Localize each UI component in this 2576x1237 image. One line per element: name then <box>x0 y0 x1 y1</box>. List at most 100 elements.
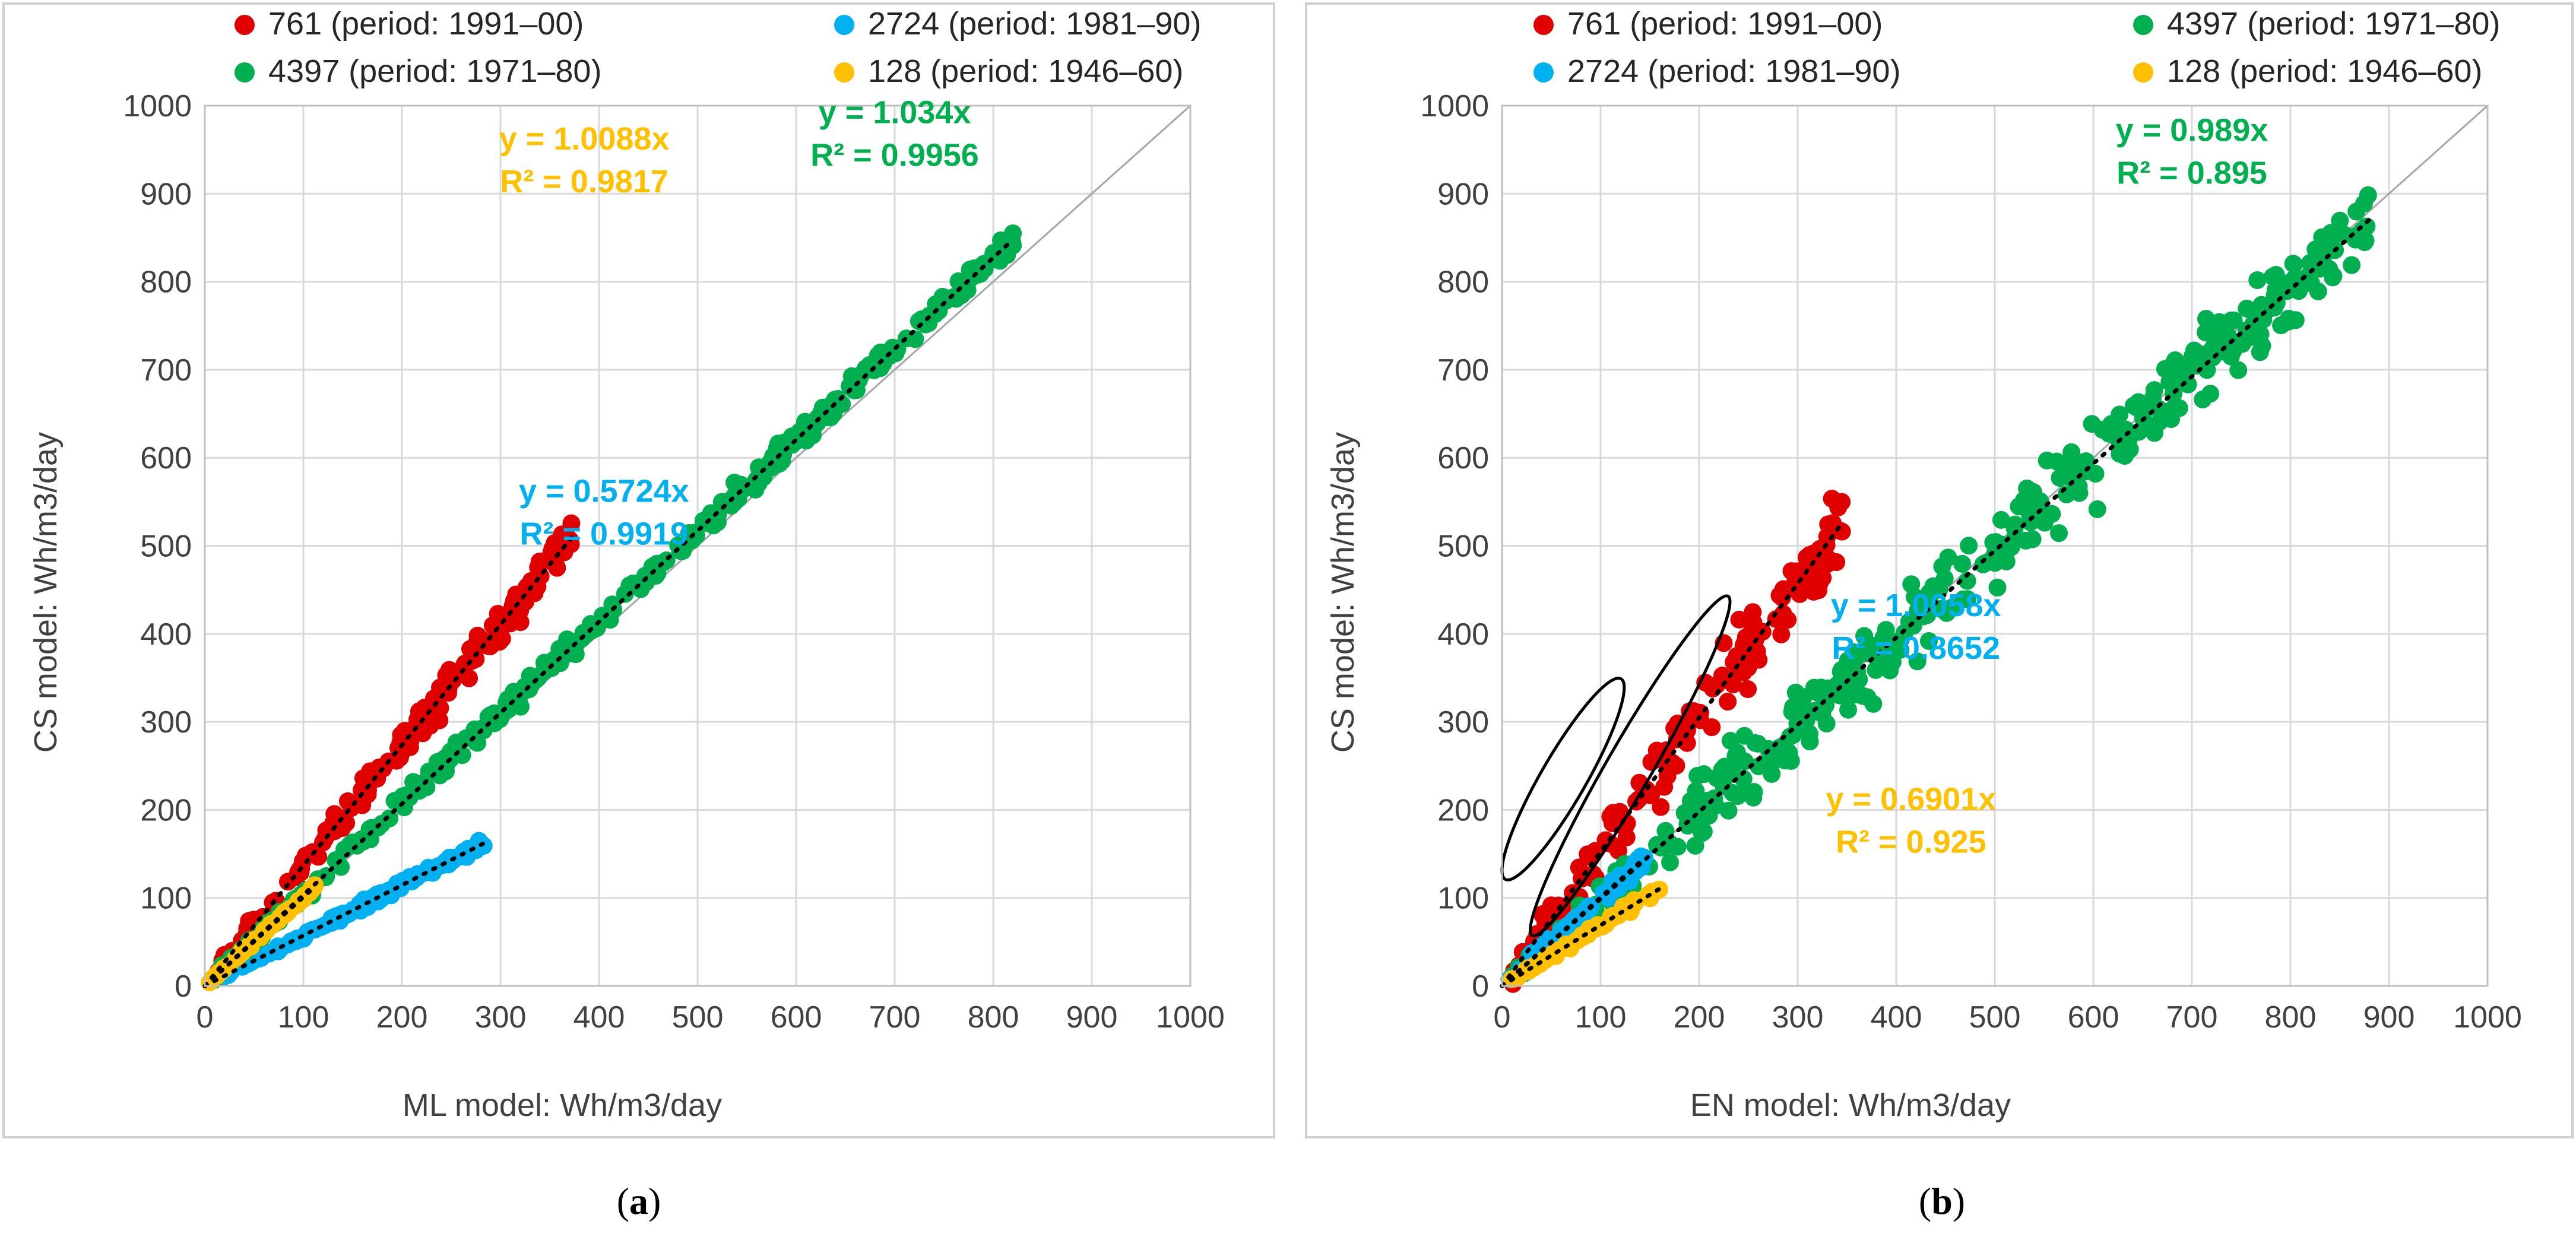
panel-a-y-tick-label: 200 <box>140 793 192 827</box>
panel-b-x-tick-label: 0 <box>1494 1000 1511 1035</box>
panel-a-y-tick-label: 0 <box>175 969 192 1004</box>
panel-b-point <box>2359 186 2377 204</box>
panel-b-highlight-ellipse <box>1529 594 1732 938</box>
panel-b-legend-label: 761 (period: 1991–00) <box>1567 6 1883 42</box>
panel-a-x-ticks: 0 100 200 300 400 500 600 700 800 900 1000 <box>197 1000 1225 1035</box>
panel-b-point <box>2201 385 2220 403</box>
panel-b-point <box>1883 653 1902 671</box>
panel-b-point <box>2206 336 2224 354</box>
panel-b-point <box>2073 461 2092 479</box>
panel-b-point <box>1744 603 1762 621</box>
panel-b-point <box>1641 889 1659 908</box>
panel-b-point <box>2043 505 2061 523</box>
panel-b-x-ticks: 0 100 200 300 400 500 600 700 800 900 1000 <box>1494 1000 2522 1035</box>
panel-a-point <box>327 851 345 870</box>
panel-b-point <box>1844 669 1862 687</box>
panel-b-point <box>1908 652 1927 671</box>
panel-b-point <box>1678 734 1696 752</box>
panel-b-point <box>1694 823 1713 841</box>
panel-b-caption: (b) <box>1919 1180 1965 1222</box>
panel-b-point <box>1933 557 1951 576</box>
panel-b-point <box>1960 537 1978 555</box>
panel-b-point <box>1629 850 1647 868</box>
panel-a-x-tick-label: 500 <box>672 1000 724 1035</box>
panel-b-point <box>1988 578 2007 597</box>
panel-b-point <box>1715 769 1734 788</box>
panel-b-point <box>1745 783 1763 801</box>
panel-b-plot-area <box>1501 104 2489 987</box>
panel-a-point <box>489 605 507 623</box>
panel-b-point <box>1749 734 1767 753</box>
panel-a-legend-marker <box>834 62 854 83</box>
panel-b-point <box>2252 296 2271 314</box>
panel-a-point <box>844 377 862 395</box>
panel-b-point <box>2284 255 2302 273</box>
panel-a-trendline <box>202 884 318 988</box>
panel-b-point <box>2278 274 2296 293</box>
panel-b-r2-label: R² = 0.8652 <box>1832 630 2000 666</box>
panel-b-point <box>2248 271 2267 289</box>
panel-a-legend-marker <box>235 15 255 35</box>
panel-a-trendline <box>202 237 1015 988</box>
panel-b-point <box>1919 632 1938 650</box>
panel-b-point <box>1678 718 1696 736</box>
panel-a-point <box>404 773 423 791</box>
panel-b-x-tick-label: 100 <box>1575 1000 1627 1035</box>
panel-a-legend-label: 128 (period: 1946–60) <box>868 53 1183 89</box>
panel-b-r2-label: R² = 0.925 <box>1836 824 1986 859</box>
panel-b-point <box>2038 451 2056 470</box>
panel-b-point <box>1661 853 1679 871</box>
panel-b-point <box>1801 732 1819 751</box>
panel-b-point <box>1958 572 1976 590</box>
panel-a-point <box>603 595 622 614</box>
panel-b-legend-label: 4397 (period: 1971–80) <box>2167 6 2500 42</box>
panel-b-point <box>1814 569 1832 587</box>
panel-b-y-tick-label: 500 <box>1437 529 1489 564</box>
panel-a-legend: 761 (period: 1991–00) 2724 (period: 1981–… <box>235 6 1201 89</box>
panel-a-point <box>624 574 642 592</box>
panel-a-y-tick-label: 900 <box>140 177 192 211</box>
panel-b-y-tick-label: 900 <box>1437 177 1489 211</box>
panel-b-point <box>1782 751 1800 770</box>
panel-a-r2-label: R² = 0.9817 <box>500 164 668 199</box>
panel-b-point <box>2229 361 2248 379</box>
panel-b-point <box>1839 700 1858 719</box>
panel-b-point <box>1827 553 1846 572</box>
panel-b-trendline <box>1500 521 1845 988</box>
panel-a-point <box>324 814 343 833</box>
panel-a-point <box>408 711 426 729</box>
panel-b-point <box>2031 492 2049 510</box>
panel-b-point <box>1786 683 1805 702</box>
panel-a-point <box>494 704 512 722</box>
panel-b-point <box>1601 807 1620 826</box>
panel-b-legend-label: 2724 (period: 1981–90) <box>1567 53 1900 89</box>
panel-a-x-tick-label: 900 <box>1066 1000 1118 1035</box>
panel-a-y-tick-label: 800 <box>140 265 192 300</box>
panel-a-equation-label: y = 1.034x <box>819 95 971 131</box>
panel-b-point <box>1536 914 1555 932</box>
panel-a-y-tick-label: 700 <box>140 353 192 388</box>
panel-b-point <box>2343 256 2361 274</box>
panel-b-point <box>2251 343 2269 361</box>
panel-a-legend-label: 761 (period: 1991–00) <box>268 6 584 42</box>
panel-b-point <box>1688 766 1707 785</box>
panel-b-point <box>1906 588 1924 606</box>
panel-a-y-tick-label: 100 <box>140 881 192 916</box>
panel-b-point <box>1772 625 1791 643</box>
panel-b-point <box>1831 522 1849 540</box>
panel-b-point <box>2324 267 2343 286</box>
panel-a-point <box>765 446 783 465</box>
panel-b-trendline <box>1500 217 2372 988</box>
panel-b-x-tick-label: 300 <box>1772 1000 1824 1035</box>
panel-b-point <box>1652 798 1670 816</box>
panel-b-legend: 761 (period: 1991–00) 4397 (period: 1971–… <box>1533 6 2500 89</box>
panel-b-x-tick-label: 600 <box>2068 1000 2119 1035</box>
panel-b-y-tick-label: 600 <box>1437 441 1489 475</box>
panel-a-point <box>360 820 379 838</box>
panel-b-point <box>2050 524 2068 543</box>
panel-b-point <box>1780 728 1799 746</box>
panel-a-point <box>359 897 377 916</box>
